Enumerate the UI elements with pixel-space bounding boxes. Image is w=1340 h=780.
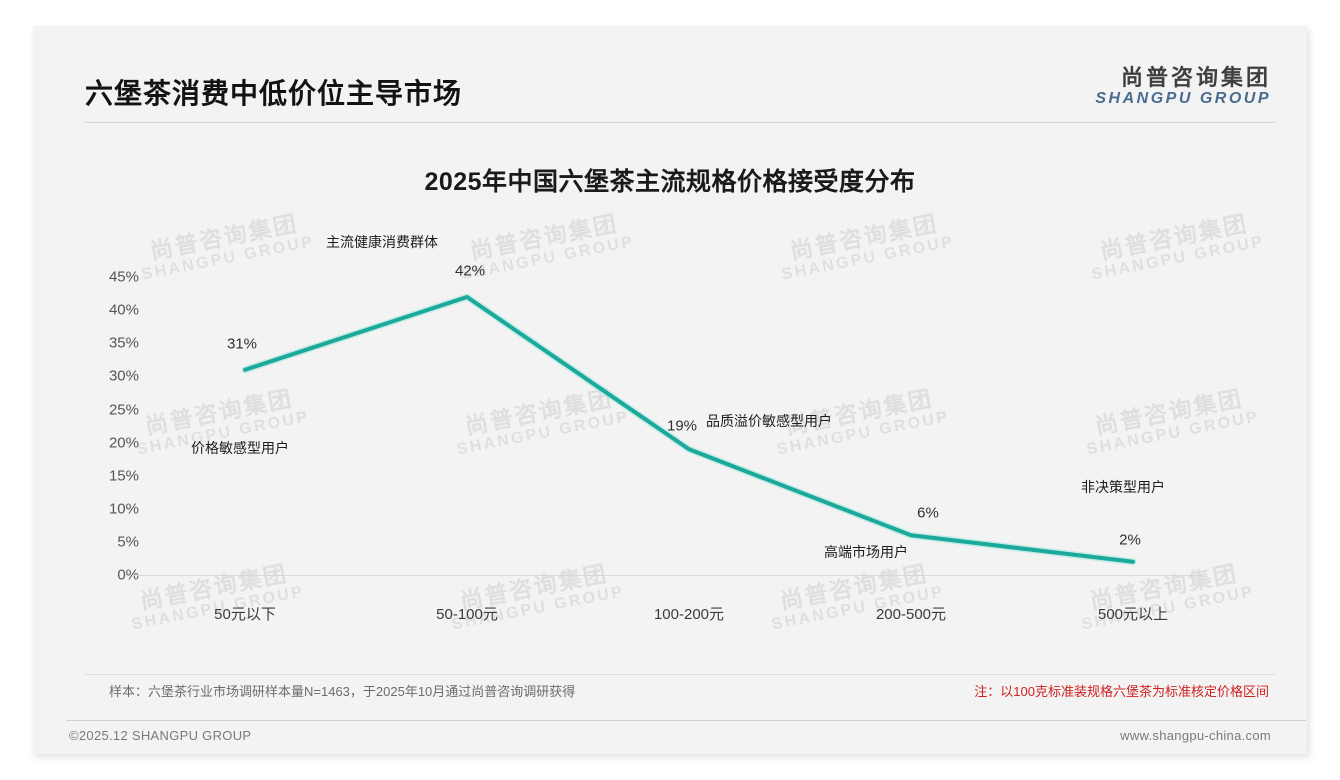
chart-annotation: 价格敏感型用户 [191,439,289,456]
y-axis-tick: 0% [117,566,139,584]
brand-logo-en: SHANGPU GROUP [1095,90,1271,108]
y-axis-tick: 35% [108,334,139,352]
header-divider [85,122,1275,123]
footnote-sample: 样本：六堡茶行业市场调研样本量N=1463，于2025年10月通过尚普咨询调研获… [109,684,576,699]
x-axis-tick: 50-100元 [436,606,498,623]
x-axis-tick: 50元以下 [214,606,276,623]
footnote-note: 注：以100克标准装规格六堡茶为标准核定价格区间 [974,684,1269,699]
chart-annotation: 非决策型用户 [1081,478,1165,495]
x-axis-line [133,575,1203,576]
brand-logo: 尚普咨询集团 SHANGPU GROUP [1095,66,1271,108]
brand-logo-cn: 尚普咨询集团 [1120,65,1271,90]
x-axis-tick: 100-200元 [653,606,725,623]
slide-header: 六堡茶消费中低价位主导市场 尚普咨询集团 SHANGPU GROUP [33,26,1307,122]
chart-title: 2025年中国六堡茶主流规格价格接受度分布 [424,168,916,196]
data-label: 31% [226,335,258,353]
chart-annotation: 品质溢价敏感型用户 [706,413,832,430]
y-axis-tick-labels: 0% 5% 10% 15% 20% 25% 30% 35% 40% 45% [81,26,139,754]
chart-line-series [241,293,1137,566]
data-label: 19% [666,417,698,435]
footer-divider [66,720,1306,721]
footnote-divider [85,674,1275,675]
data-label: 2% [1119,531,1141,549]
chart-annotation: 主流健康消费群体 [326,234,438,250]
y-axis-tick: 20% [108,434,139,452]
y-axis-tick: 30% [108,367,139,385]
slide-card: 尚普咨询集团 SHANGPU GROUP 尚普咨询集团 SHANGPU GROU… [33,26,1307,754]
footer-copyright: ©2025.12 SHANGPU GROUP [69,728,252,743]
chart-plot-area: 0% 5% 10% 15% 20% 25% 30% 35% 40% 45% 50元以下 50-100… [33,26,1307,754]
x-axis-tick: 200-500元 [875,606,947,623]
y-axis-tick: 15% [108,467,139,485]
y-axis-tick: 40% [108,301,139,319]
y-axis-tick: 5% [117,533,139,551]
chart-annotation: 高端市场用户 [824,544,908,561]
y-axis-tick: 45% [108,268,139,286]
page-title: 六堡茶消费中低价位主导市场 [85,78,463,109]
footer-website: www.shangpu-china.com [1120,728,1271,743]
data-label: 42% [454,262,486,280]
y-axis-tick: 10% [108,500,139,518]
x-axis-tick: 500元以上 [1097,606,1169,623]
y-axis-tick: 25% [108,401,139,419]
data-label: 6% [917,504,939,522]
